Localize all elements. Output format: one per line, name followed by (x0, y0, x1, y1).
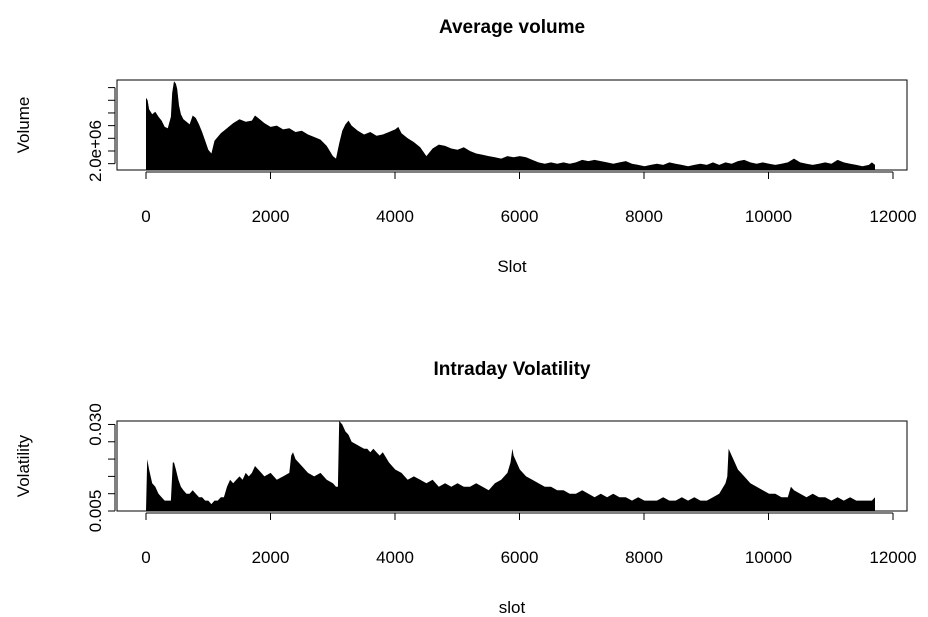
volume-y-ticks: 2.0e+06 (86, 87, 115, 182)
volume-x-ticks: 0 2000 4000 6000 8000 10000 12000 (141, 172, 917, 226)
volatility-x-ticks: 0 2000 4000 6000 8000 10000 12000 (141, 513, 917, 567)
volatility-area-series (146, 421, 875, 511)
volatility-x-tick-label: 8000 (625, 548, 663, 567)
volume-x-tick-label: 0 (141, 207, 150, 226)
volatility-x-tick-label: 6000 (501, 548, 539, 567)
volatility-y-tick-label: 0.030 (86, 403, 105, 446)
volatility-x-axis-label: slot (499, 598, 526, 617)
volume-y-axis-label: Volume (14, 97, 33, 154)
volatility-x-tick-label: 12000 (869, 548, 916, 567)
volatility-chart-panel: Intraday Volatility 0 2000 4000 6000 8000 100… (14, 359, 917, 617)
volume-x-axis-label: Slot (497, 257, 527, 276)
volatility-chart-title: Intraday Volatility (434, 359, 591, 380)
volatility-x-tick-label: 4000 (376, 548, 414, 567)
volume-x-tick-label: 4000 (376, 207, 414, 226)
volume-chart-panel: Average volume 0 2000 4000 6000 8000 10000 120… (14, 17, 917, 276)
volatility-x-tick-label: 10000 (745, 548, 792, 567)
volatility-x-tick-label: 0 (141, 548, 150, 567)
volatility-x-tick-label: 2000 (252, 548, 290, 567)
volume-x-tick-label: 10000 (745, 207, 792, 226)
volatility-y-tick-label: 0.005 (86, 490, 105, 533)
volume-chart-title: Average volume (439, 17, 585, 38)
volume-area-series (146, 81, 875, 170)
volume-x-tick-label: 12000 (869, 207, 916, 226)
volatility-y-axis-label: Volatility (14, 434, 33, 497)
volatility-y-ticks: 0.005 0.030 (86, 403, 115, 532)
volume-plot-box (116, 79, 908, 171)
volume-x-tick-label: 6000 (501, 207, 539, 226)
volatility-plot-box (116, 420, 908, 512)
volume-x-tick-label: 2000 (252, 207, 290, 226)
volume-y-tick-label: 2.0e+06 (86, 120, 105, 182)
volume-x-tick-label: 8000 (625, 207, 663, 226)
